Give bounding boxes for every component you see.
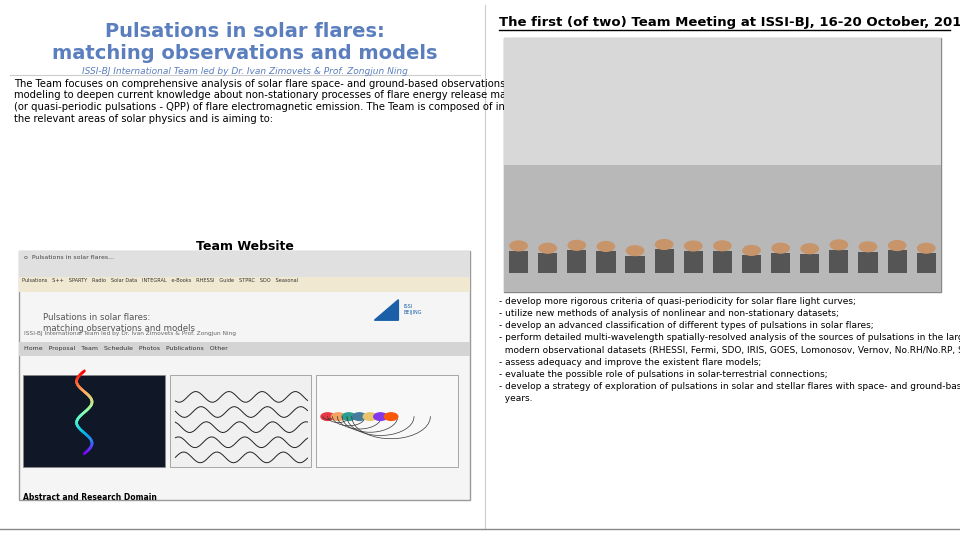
Circle shape <box>321 413 334 420</box>
Circle shape <box>331 413 345 420</box>
FancyBboxPatch shape <box>887 251 906 273</box>
Text: matching observations and models: matching observations and models <box>52 44 438 63</box>
FancyBboxPatch shape <box>370 297 461 321</box>
Circle shape <box>684 241 702 251</box>
Circle shape <box>713 241 732 251</box>
Text: o  Pulsations in solar flares...: o Pulsations in solar flares... <box>24 255 114 260</box>
Circle shape <box>384 413 397 420</box>
Text: Pulsations   S++   SPARTY   Radio   Solar Data   INTEGRAL   e-Books   RHESSI   G: Pulsations S++ SPARTY Radio Solar Data I… <box>22 278 299 283</box>
FancyBboxPatch shape <box>655 249 674 273</box>
Circle shape <box>656 240 673 249</box>
FancyBboxPatch shape <box>316 375 458 467</box>
Circle shape <box>540 244 557 253</box>
Circle shape <box>352 413 366 420</box>
Circle shape <box>859 242 876 252</box>
Text: The Team focuses on comprehensive analysis of solar flare space- and ground-base: The Team focuses on comprehensive analys… <box>14 79 616 124</box>
Circle shape <box>373 413 387 420</box>
FancyBboxPatch shape <box>19 251 470 500</box>
FancyBboxPatch shape <box>19 251 470 277</box>
Text: ISSI-BJ International Team led by Dr. Ivan Zimovets & Prof. Zongjun Ning: ISSI-BJ International Team led by Dr. Iv… <box>24 331 236 336</box>
Circle shape <box>342 413 355 420</box>
Text: - develop more rigorous criteria of quasi-periodicity for solar flare light curv: - develop more rigorous criteria of quas… <box>499 297 960 403</box>
Circle shape <box>743 246 760 255</box>
Text: Pulsations in solar flares:: Pulsations in solar flares: <box>105 22 385 40</box>
FancyBboxPatch shape <box>684 251 703 273</box>
FancyBboxPatch shape <box>170 375 311 467</box>
FancyBboxPatch shape <box>596 251 615 273</box>
Circle shape <box>772 244 789 253</box>
FancyBboxPatch shape <box>538 253 557 273</box>
FancyBboxPatch shape <box>19 277 470 292</box>
FancyBboxPatch shape <box>917 253 936 273</box>
FancyBboxPatch shape <box>829 249 849 273</box>
Text: Pulsations in solar flares:
matching observations and models: Pulsations in solar flares: matching obs… <box>43 313 195 333</box>
Circle shape <box>568 240 586 250</box>
Text: The first (of two) Team Meeting at ISSI-BJ, 16-20 October, 2017: The first (of two) Team Meeting at ISSI-… <box>499 16 960 29</box>
Circle shape <box>888 241 905 251</box>
FancyBboxPatch shape <box>504 38 941 165</box>
FancyBboxPatch shape <box>567 250 587 273</box>
Text: Team Website: Team Website <box>196 240 294 253</box>
FancyBboxPatch shape <box>504 38 941 292</box>
Circle shape <box>363 413 376 420</box>
Text: ISSI-BJ International Team led by Dr. Ivan Zimovets & Prof. Zongjun Ning: ISSI-BJ International Team led by Dr. Iv… <box>82 67 408 76</box>
FancyBboxPatch shape <box>23 375 165 467</box>
Text: Home   Proposal   Team   Schedule   Photos   Publications   Other: Home Proposal Team Schedule Photos Publi… <box>24 346 228 350</box>
Circle shape <box>510 241 527 251</box>
FancyBboxPatch shape <box>626 255 645 273</box>
Circle shape <box>801 244 818 254</box>
Circle shape <box>918 244 935 253</box>
Circle shape <box>830 240 848 249</box>
FancyBboxPatch shape <box>509 251 528 273</box>
Circle shape <box>597 241 614 251</box>
Polygon shape <box>374 300 398 320</box>
Circle shape <box>626 246 643 255</box>
FancyBboxPatch shape <box>742 255 761 273</box>
FancyBboxPatch shape <box>858 252 877 273</box>
FancyBboxPatch shape <box>712 251 732 273</box>
Text: Abstract and Research Domain: Abstract and Research Domain <box>23 493 156 502</box>
FancyBboxPatch shape <box>771 253 790 273</box>
FancyBboxPatch shape <box>504 165 941 292</box>
FancyBboxPatch shape <box>19 342 470 356</box>
FancyBboxPatch shape <box>800 254 820 273</box>
Text: ISSI
BEIJING: ISSI BEIJING <box>403 304 421 315</box>
